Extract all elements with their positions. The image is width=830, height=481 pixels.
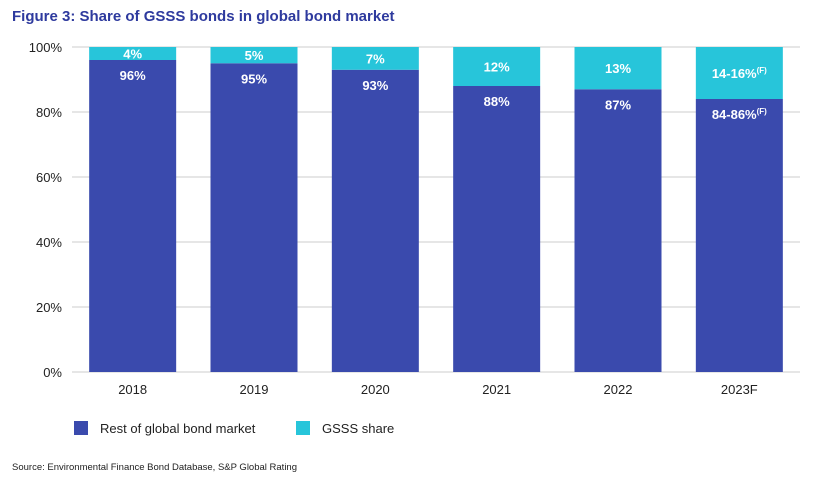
x-tick-label: 2021 bbox=[482, 382, 511, 397]
x-tick-label: 2022 bbox=[604, 382, 633, 397]
legend: Rest of global bond market GSSS share bbox=[74, 421, 394, 436]
data-label-gsss-2018: 4% bbox=[123, 47, 142, 62]
bar-gsss-2018 bbox=[89, 47, 177, 60]
bar-rest-2022 bbox=[574, 89, 662, 372]
bar-rest-2019 bbox=[210, 63, 298, 372]
legend-swatch-gsss bbox=[296, 421, 310, 435]
data-label-gsss-2022: 13% bbox=[605, 61, 631, 76]
bar-rest-2020 bbox=[331, 69, 419, 372]
source-note: Source: Environmental Finance Bond Datab… bbox=[12, 462, 297, 473]
x-axis-ticks: 2018 2019 2020 2021 2022 2023F bbox=[118, 382, 758, 397]
y-tick-label: 60% bbox=[36, 170, 62, 185]
bar-gsss-2021 bbox=[453, 47, 541, 86]
bar-rest-2018 bbox=[89, 60, 177, 372]
data-label-gsss-2021: 12% bbox=[484, 60, 510, 75]
data-label-rest-2021: 88% bbox=[484, 94, 510, 109]
y-tick-label: 80% bbox=[36, 105, 62, 120]
y-tick-label: 100% bbox=[29, 40, 63, 55]
bar-gsss-2020 bbox=[331, 47, 419, 70]
bar-gsss-2022 bbox=[574, 47, 662, 90]
y-tick-label: 20% bbox=[36, 300, 62, 315]
y-axis-ticks: 0% 20% 40% 60% 80% 100% bbox=[29, 40, 63, 380]
data-label-rest-2019: 95% bbox=[241, 71, 267, 86]
y-tick-label: 40% bbox=[36, 235, 62, 250]
figure-title: Figure 3: Share of GSSS bonds in global … bbox=[12, 8, 395, 25]
bars: 4% 96% 5% 95% 7% 93% 12% 88% 13% 87% 14-16%(F) 84-8… bbox=[89, 47, 783, 372]
data-label-rest-2020: 93% bbox=[362, 78, 388, 93]
legend-label-rest: Rest of global bond market bbox=[100, 421, 256, 436]
x-tick-label: 2018 bbox=[118, 382, 147, 397]
data-label-rest-2022: 87% bbox=[605, 97, 631, 112]
bar-rest-2021 bbox=[453, 86, 541, 372]
data-label-rest-2018: 96% bbox=[120, 68, 146, 83]
y-tick-label: 0% bbox=[43, 365, 62, 380]
bar-gsss-2019 bbox=[210, 47, 298, 64]
gridlines bbox=[72, 46, 800, 373]
x-tick-label: 2023F bbox=[721, 382, 758, 397]
bar-rest-2023F bbox=[695, 99, 783, 372]
legend-label-gsss: GSSS share bbox=[322, 421, 394, 436]
x-tick-label: 2019 bbox=[240, 382, 269, 397]
data-label-gsss-2023F: 14-16%(F) bbox=[712, 66, 767, 81]
data-label-rest-2023F: 84-86%(F) bbox=[712, 107, 767, 122]
data-label-gsss-2019: 5% bbox=[245, 48, 264, 63]
x-tick-label: 2020 bbox=[361, 382, 390, 397]
legend-swatch-rest bbox=[74, 421, 88, 435]
data-label-gsss-2020: 7% bbox=[366, 51, 385, 66]
bar-gsss-2023F bbox=[695, 47, 783, 99]
